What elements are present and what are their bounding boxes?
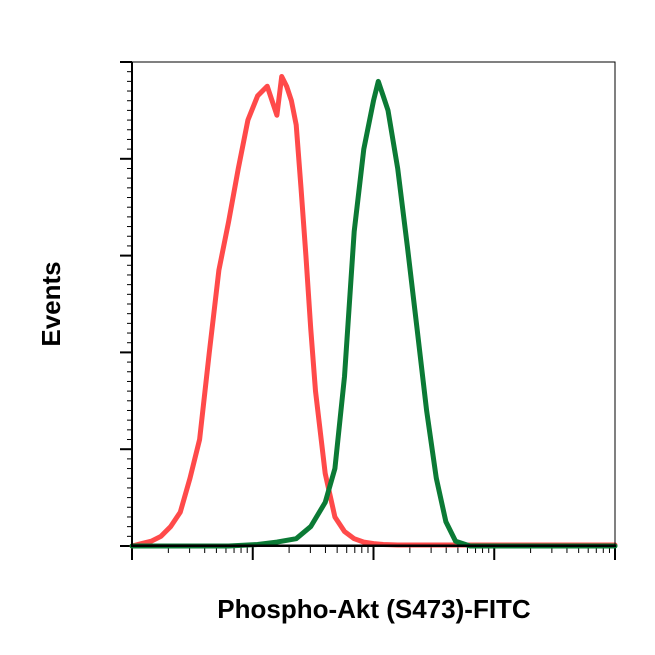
x-axis-title: Phospho-Akt (S473)-FITC [217,594,531,624]
y-axis-ticks [120,61,132,547]
histogram-series-2 [129,78,618,549]
histogram-series-1 [129,74,618,549]
y-axis-title: Events [36,261,66,346]
plot-frame [131,61,616,546]
series-layer [129,74,618,549]
